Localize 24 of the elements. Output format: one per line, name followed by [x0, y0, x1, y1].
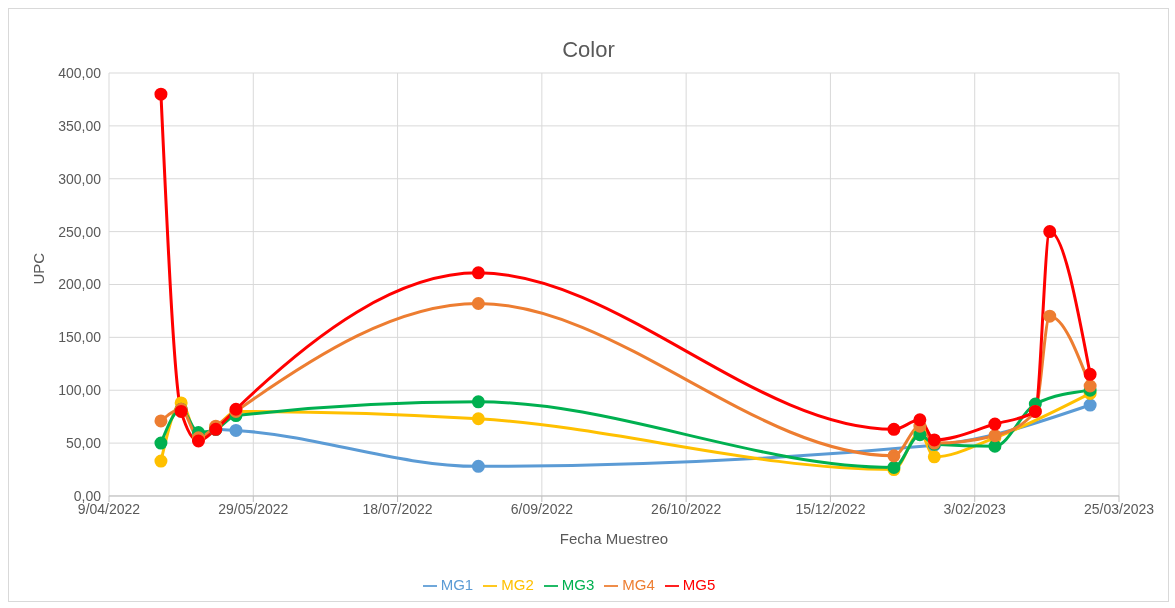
- x-tick-label: 29/05/2022: [218, 500, 289, 517]
- x-tick-label: 26/10/2022: [651, 500, 722, 517]
- y-axis-title: UPC: [30, 252, 48, 285]
- x-tick-label: 18/07/2022: [362, 500, 433, 517]
- legend-label: MG3: [561, 575, 595, 593]
- y-tick-label: 0,00: [73, 487, 102, 504]
- x-axis-title: Fecha Muestreo: [559, 529, 669, 547]
- y-tick-label: 300,00: [58, 170, 102, 187]
- legend-label: MG2: [501, 575, 534, 593]
- legend-label: MG4: [622, 575, 655, 593]
- x-tick-label: 3/02/2023: [943, 500, 1007, 517]
- legend-label: MG5: [682, 575, 716, 593]
- y-tick-label: 200,00: [58, 276, 102, 293]
- y-tick-label: 100,00: [58, 382, 102, 399]
- legend-label: MG1: [440, 575, 474, 593]
- x-tick-label: 15/12/2022: [795, 500, 866, 517]
- y-tick-label: 250,00: [58, 223, 102, 240]
- x-tick-label: 6/09/2022: [510, 500, 574, 517]
- y-tick-label: 150,00: [58, 329, 102, 346]
- y-tick-label: 50,00: [65, 435, 102, 452]
- y-tick-label: 350,00: [58, 117, 102, 134]
- chart-title: Color: [561, 36, 616, 63]
- x-tick-label: 25/03/2023: [1083, 500, 1155, 517]
- y-tick-label: 400,00: [58, 64, 102, 81]
